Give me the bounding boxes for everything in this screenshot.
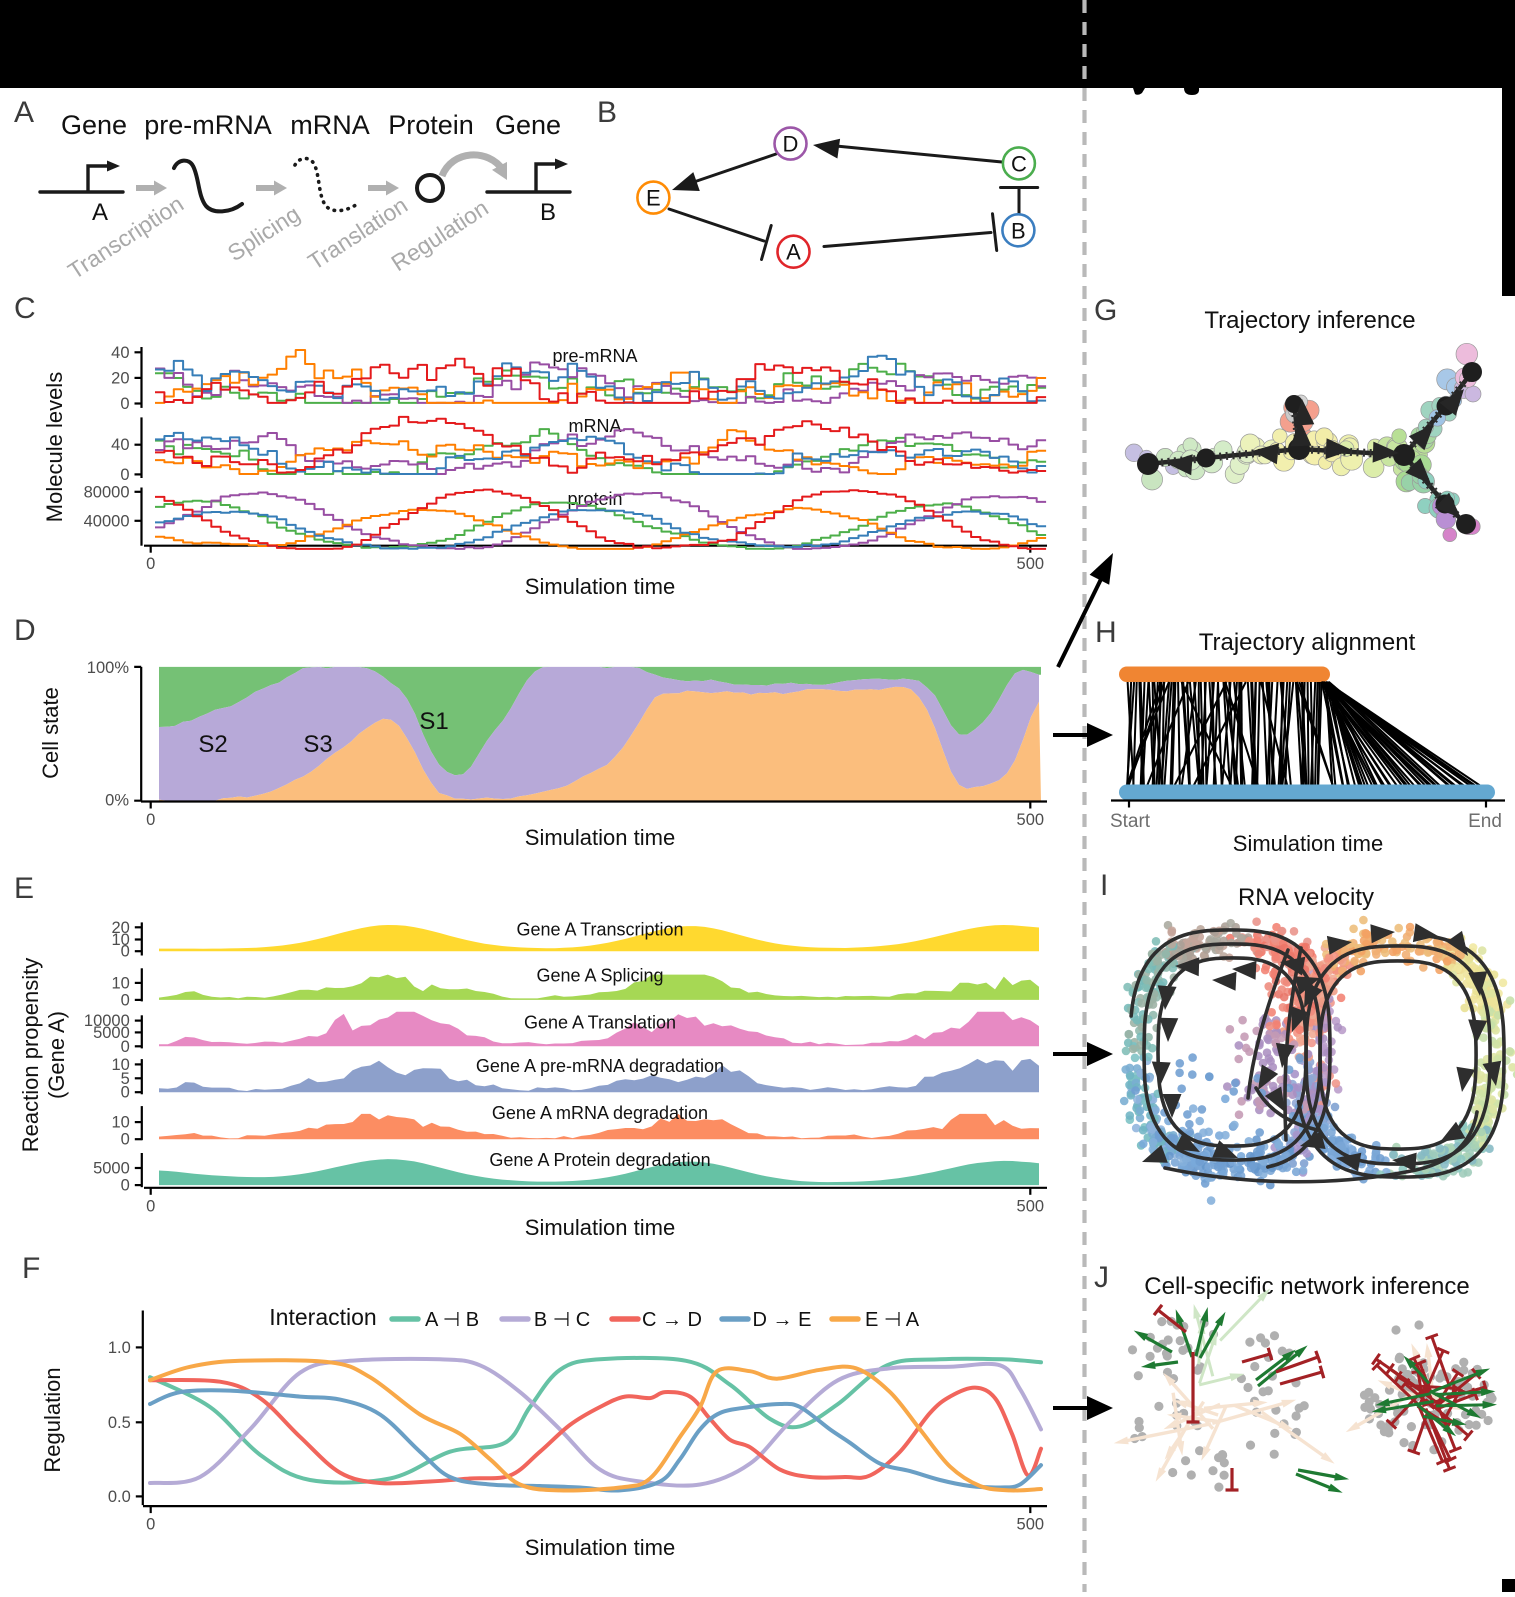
svg-text:pre-mRNA: pre-mRNA [552, 346, 637, 366]
svg-text:40: 40 [111, 436, 129, 454]
svg-text:500: 500 [1017, 1516, 1045, 1534]
svg-text:40000: 40000 [84, 512, 130, 530]
svg-text:Start: Start [1110, 811, 1151, 832]
svg-text:0: 0 [120, 466, 129, 484]
svg-text:Cell-specific network inferenc: Cell-specific network inference [1144, 1273, 1469, 1300]
svg-text:Gene: Gene [61, 110, 127, 140]
svg-text:D: D [14, 614, 36, 647]
svg-text:A: A [14, 96, 34, 129]
svg-text:Trajectory alignment: Trajectory alignment [1199, 629, 1416, 656]
svg-text:0: 0 [146, 1197, 155, 1215]
svg-text:A ⊣ B: A ⊣ B [425, 1309, 479, 1331]
svg-text:10: 10 [111, 974, 129, 992]
svg-text:0: 0 [146, 1516, 155, 1534]
svg-text:Gene A Splicing: Gene A Splicing [536, 965, 663, 985]
svg-text:E: E [646, 186, 661, 211]
svg-text:G: G [1094, 294, 1117, 327]
svg-text:mRNA: mRNA [290, 110, 370, 140]
svg-text:A: A [786, 240, 801, 265]
svg-text:80000: 80000 [84, 483, 130, 501]
svg-text:0: 0 [121, 1131, 130, 1149]
svg-text:40: 40 [111, 344, 129, 362]
svg-text:0: 0 [121, 943, 130, 961]
svg-text:S3: S3 [303, 731, 332, 758]
svg-text:10: 10 [111, 1114, 129, 1132]
svg-text:E: E [14, 872, 34, 905]
svg-text:C: C [14, 292, 36, 325]
svg-text:0: 0 [121, 991, 130, 1009]
svg-text:500: 500 [1017, 555, 1045, 573]
svg-text:5000: 5000 [93, 1160, 130, 1178]
svg-text:Gene A Translation: Gene A Translation [524, 1012, 676, 1032]
svg-text:0.5: 0.5 [108, 1414, 131, 1432]
svg-text:0.0: 0.0 [108, 1488, 131, 1506]
svg-text:F: F [22, 1252, 40, 1285]
svg-text:mRNA: mRNA [569, 416, 622, 436]
svg-text:Protein: Protein [388, 110, 474, 140]
svg-text:500: 500 [1017, 811, 1045, 829]
svg-text:B: B [597, 96, 617, 129]
svg-text:J: J [1094, 1261, 1109, 1294]
svg-text:H: H [1095, 616, 1117, 649]
svg-text:0: 0 [121, 1084, 130, 1102]
svg-text:RNA velocity: RNA velocity [1238, 884, 1374, 911]
svg-text:1.0: 1.0 [108, 1339, 131, 1357]
svg-text:Simulation time: Simulation time [525, 574, 675, 599]
svg-text:Gene A pre-mRNA degradation: Gene A pre-mRNA degradation [476, 1056, 724, 1076]
svg-text:I: I [1100, 869, 1108, 902]
svg-text:Simulation time: Simulation time [525, 825, 675, 850]
svg-text:Simulation time: Simulation time [525, 1215, 675, 1240]
svg-text:C: C [1011, 151, 1027, 176]
svg-text:B ⊣ C: B ⊣ C [534, 1309, 590, 1331]
svg-text:pre-mRNA: pre-mRNA [144, 110, 272, 140]
svg-text:20: 20 [111, 369, 129, 387]
svg-text:D: D [783, 132, 799, 157]
svg-text:Reaction propensity: Reaction propensity [18, 958, 43, 1152]
svg-text:D → E: D → E [753, 1309, 812, 1331]
svg-text:0: 0 [146, 555, 155, 573]
svg-text:Trajectory inference: Trajectory inference [1204, 307, 1415, 334]
svg-text:Interaction: Interaction [269, 1304, 376, 1330]
svg-text:Simulation time: Simulation time [1233, 831, 1383, 856]
svg-text:Simulation time: Simulation time [525, 1535, 675, 1560]
svg-text:End: End [1468, 811, 1502, 832]
svg-text:Molecule levels: Molecule levels [42, 372, 67, 522]
svg-text:Gene A mRNA degradation: Gene A mRNA degradation [492, 1103, 708, 1123]
svg-text:Regulation: Regulation [40, 1367, 65, 1472]
svg-text:0: 0 [121, 1177, 130, 1195]
svg-text:0: 0 [121, 1038, 130, 1056]
svg-text:B: B [1011, 218, 1026, 243]
svg-text:100%: 100% [87, 659, 130, 677]
svg-text:S2: S2 [198, 731, 227, 758]
svg-text:B: B [540, 199, 556, 226]
svg-text:0: 0 [146, 811, 155, 829]
svg-text:500: 500 [1017, 1197, 1045, 1215]
svg-text:A: A [92, 199, 108, 226]
svg-text:0%: 0% [105, 792, 129, 810]
svg-text:(Gene A): (Gene A) [44, 1011, 69, 1099]
svg-text:E ⊣ A: E ⊣ A [865, 1309, 920, 1331]
svg-text:0: 0 [120, 395, 129, 413]
svg-text:S1: S1 [419, 708, 448, 735]
svg-text:Cell state: Cell state [38, 687, 63, 779]
svg-text:Gene A Protein degradation: Gene A Protein degradation [489, 1150, 710, 1170]
svg-text:Gene A Transcription: Gene A Transcription [516, 919, 683, 939]
svg-text:C → D: C → D [642, 1309, 702, 1331]
svg-text:Gene: Gene [495, 110, 561, 140]
